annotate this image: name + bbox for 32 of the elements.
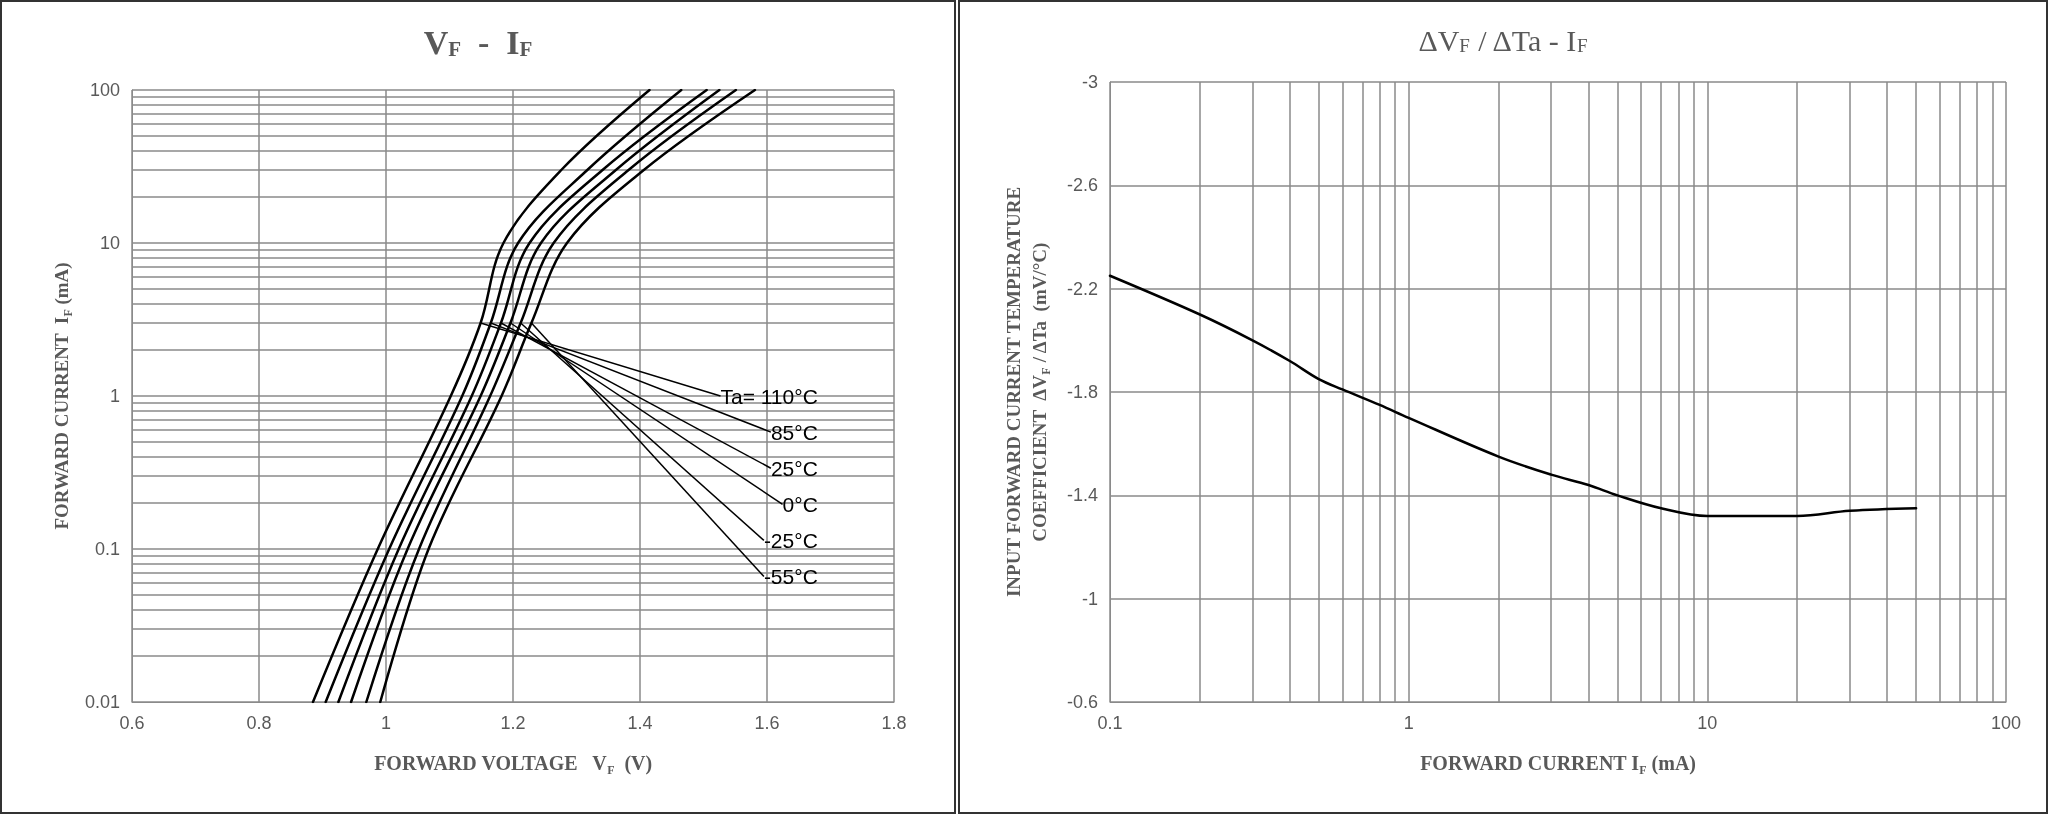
x-tick-label: 0.6 (119, 713, 145, 733)
text: -55°C (763, 565, 818, 589)
text: 0°C (782, 492, 818, 516)
text: 25°C (770, 456, 818, 480)
x-tick-label: 1.4 (627, 713, 653, 733)
x-tick-label: 1 (1403, 713, 1414, 733)
y-tick-label: 0.01 (84, 692, 120, 712)
x-tick-label: 0.8 (246, 713, 272, 733)
y-tick-label: 10 (99, 233, 120, 253)
text: 85°C (770, 420, 818, 444)
x-tick-label: 1.8 (881, 713, 907, 733)
y-tick-label: -0.6 (1066, 692, 1098, 712)
chart-title: ΔVF / ΔTa - IF (1418, 23, 1588, 57)
y-axis-title: FORWARD CURRENT IF (mA) (50, 262, 75, 530)
y-tick-label: -1.4 (1066, 485, 1098, 506)
y-tick-label: -2.2 (1066, 278, 1098, 299)
y-tick-label: -1.8 (1066, 382, 1098, 402)
x-tick-label: 1 (380, 713, 392, 733)
x-tick-label: 10 (1697, 713, 1718, 733)
y-tick-label: 100 (89, 80, 120, 100)
x-tick-label: 0.1 (1097, 713, 1123, 733)
y-tick-label: 0.1 (94, 539, 120, 559)
y-tick-label: 1 (109, 386, 120, 406)
x-tick-label: 1.6 (754, 713, 780, 733)
chart-title: VF - IF (423, 23, 533, 61)
y-tick-label: -1 (1081, 588, 1098, 609)
y-tick-label: -2.6 (1066, 175, 1098, 196)
text: Ta= 110°C (720, 384, 818, 408)
text: -25°C (763, 528, 818, 552)
y-tick-label: -3 (1081, 72, 1098, 92)
x-tick-label: 100 (1990, 713, 2022, 733)
x-tick-label: 1.2 (500, 713, 526, 733)
